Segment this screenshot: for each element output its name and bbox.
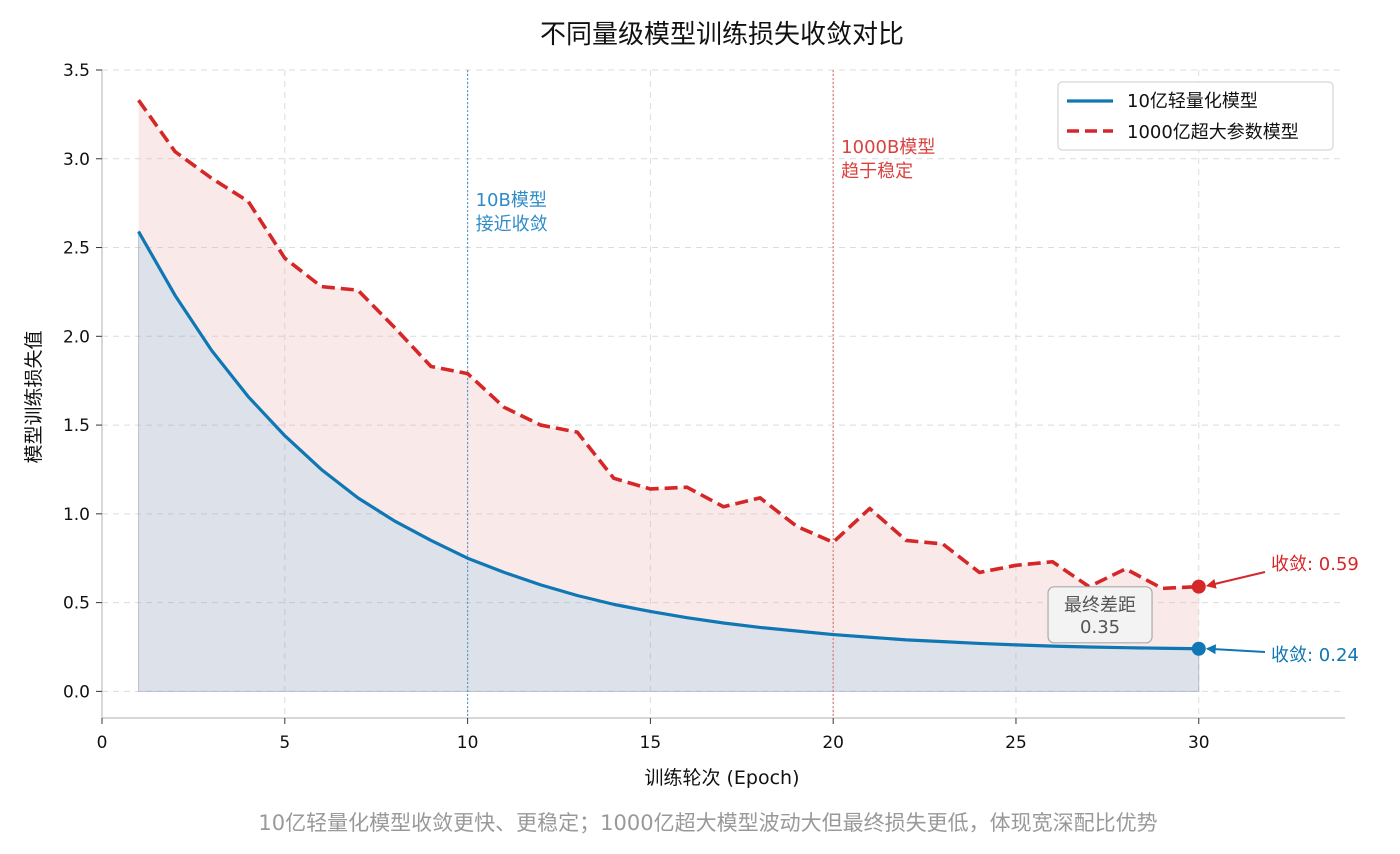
reference-label-1-0: 1000B模型 bbox=[841, 137, 935, 158]
x-tick-label-4: 20 bbox=[822, 733, 844, 753]
x-tick-label-5: 25 bbox=[1005, 733, 1027, 753]
x-tick-label-0: 0 bbox=[97, 733, 108, 753]
y-tick-label-2: 1.0 bbox=[63, 505, 90, 525]
y-tick-label-4: 2.0 bbox=[63, 327, 90, 347]
series-line-1000b bbox=[137, 99, 1199, 591]
y-tick-label-6: 3.0 bbox=[63, 150, 90, 170]
annotation-1000b-final: 收敛: 0.59 bbox=[1271, 554, 1359, 575]
x-ticks: 0 5 10 15 20 25 30 bbox=[97, 718, 1210, 753]
reference-label-0-1: 接近收敛 bbox=[476, 214, 548, 235]
axes bbox=[101, 70, 1345, 719]
x-tick-label-6: 30 bbox=[1188, 733, 1210, 753]
x-axis-label: 训练轮次 (Epoch) bbox=[644, 767, 799, 789]
gap-text-0: 最终差距 bbox=[1064, 595, 1136, 616]
x-tick-label-2: 10 bbox=[457, 733, 479, 753]
endpoint-dot-1000b bbox=[1191, 579, 1206, 594]
series-lines bbox=[137, 99, 1199, 651]
legend-label-10b: 10亿轻量化模型 bbox=[1127, 91, 1258, 112]
gap-box bbox=[1047, 586, 1153, 644]
legend-label-1000b: 1000亿超大参数模型 bbox=[1127, 122, 1299, 143]
fill-areas bbox=[138, 100, 1200, 692]
x-tick-label-3: 15 bbox=[640, 733, 662, 753]
reference-label-1-1: 趋于稳定 bbox=[841, 161, 913, 182]
series-line-10b bbox=[137, 230, 1199, 651]
y-tick-label-7: 3.5 bbox=[63, 61, 90, 81]
gap-text-1: 0.35 bbox=[1080, 617, 1120, 638]
y-ticks: 0.0 0.5 1.0 1.5 2.0 2.5 3.0 3.5 bbox=[63, 61, 102, 702]
chart-title: 不同量级模型训练损失收敛对比 bbox=[540, 20, 904, 50]
y-tick-label-3: 1.5 bbox=[63, 416, 90, 436]
y-tick-label-5: 2.5 bbox=[63, 239, 90, 259]
legend-box bbox=[1057, 81, 1334, 151]
arrow-1000b bbox=[1205, 571, 1266, 589]
y-tick-label-0: 0.0 bbox=[63, 682, 90, 702]
x-tick-label-1: 5 bbox=[279, 733, 290, 753]
fill-area-gap bbox=[138, 100, 1199, 649]
y-tick-label-1: 0.5 bbox=[63, 594, 90, 614]
reference-label-0-0: 10B模型 bbox=[476, 190, 547, 211]
annotation-10b-final: 收敛: 0.24 bbox=[1271, 645, 1359, 666]
endpoint-dot-10b bbox=[1191, 641, 1206, 656]
legend: 10亿轻量化模型 1000亿超大参数模型 bbox=[1057, 81, 1334, 151]
arrow-10b bbox=[1205, 644, 1266, 655]
y-axis-label: 模型训练损失值 bbox=[23, 330, 45, 463]
chart-caption: 10亿轻量化模型收敛更快、更稳定；1000亿超大模型波动大但最终损失更低，体现宽… bbox=[258, 811, 1157, 835]
